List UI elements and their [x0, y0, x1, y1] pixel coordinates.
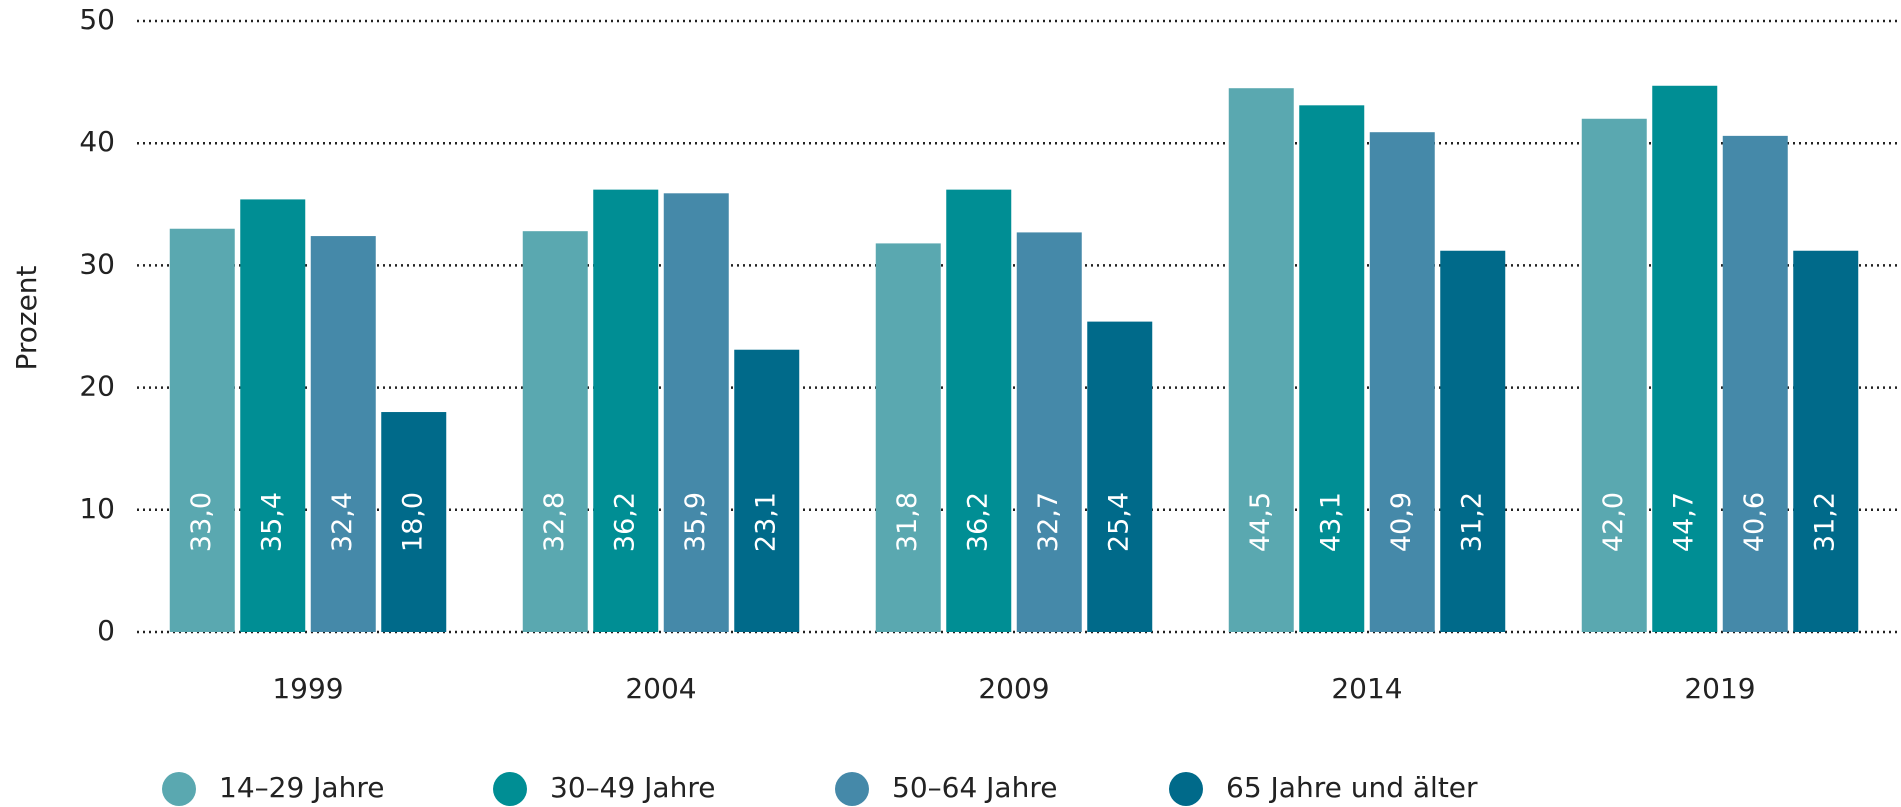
value-label: 23,1 [750, 492, 781, 552]
value-label: 36,2 [609, 492, 640, 552]
value-label: 31,2 [1456, 492, 1487, 552]
y-tick-label: 40 [79, 125, 115, 158]
bar [169, 228, 235, 633]
value-label: 42,0 [1598, 492, 1629, 552]
bar [1087, 321, 1153, 632]
legend-label: 65 Jahre und älter [1226, 771, 1478, 804]
x-tick-label: 2009 [978, 672, 1049, 705]
bar [522, 231, 588, 632]
x-tick-label: 2019 [1684, 672, 1755, 705]
value-label: 43,1 [1315, 492, 1346, 552]
value-label: 36,2 [962, 492, 993, 552]
bar [1440, 250, 1506, 632]
value-label: 40,6 [1739, 492, 1770, 552]
legend-marker [835, 772, 869, 806]
value-label: 32,4 [327, 492, 358, 552]
value-label: 18,0 [397, 492, 428, 552]
bar [734, 349, 800, 632]
x-tick-label: 1999 [272, 672, 343, 705]
bar [875, 243, 941, 633]
value-label: 44,7 [1668, 492, 1699, 552]
bar [310, 236, 376, 632]
bar [1652, 85, 1718, 633]
value-label: 40,9 [1386, 492, 1417, 552]
value-label: 31,8 [892, 492, 923, 552]
legend-marker [1169, 772, 1203, 806]
y-axis-label: Prozent [10, 265, 43, 370]
bar [1369, 132, 1435, 632]
bar [1581, 118, 1647, 632]
bar [381, 412, 447, 632]
legend-marker [162, 772, 196, 806]
bar [593, 189, 659, 633]
y-tick-label: 30 [79, 247, 115, 280]
bar [663, 193, 729, 632]
bar [1016, 232, 1082, 632]
bar [240, 199, 306, 633]
legend-label: 50–64 Jahre [892, 771, 1057, 804]
value-label: 44,5 [1245, 492, 1276, 552]
legend-label: 30–49 Jahre [550, 771, 715, 804]
value-label: 35,9 [680, 492, 711, 552]
bar [1793, 250, 1859, 632]
y-tick-label: 20 [79, 370, 115, 403]
y-tick-label: 10 [79, 492, 115, 525]
value-label: 25,4 [1103, 492, 1134, 552]
value-label: 32,7 [1033, 492, 1064, 552]
legend-label: 14–29 Jahre [219, 771, 384, 804]
value-label: 32,8 [539, 492, 570, 552]
bar [946, 189, 1012, 633]
value-label: 33,0 [186, 492, 217, 552]
value-label: 35,4 [256, 492, 287, 552]
y-tick-label: 50 [79, 3, 115, 36]
bar [1722, 135, 1788, 633]
legend-marker [493, 772, 527, 806]
bar [1228, 88, 1294, 632]
bar [1299, 105, 1365, 633]
x-tick-label: 2014 [1331, 672, 1402, 705]
x-tick-label: 2004 [625, 672, 696, 705]
y-tick-label: 0 [97, 614, 115, 647]
value-label: 31,2 [1809, 492, 1840, 552]
